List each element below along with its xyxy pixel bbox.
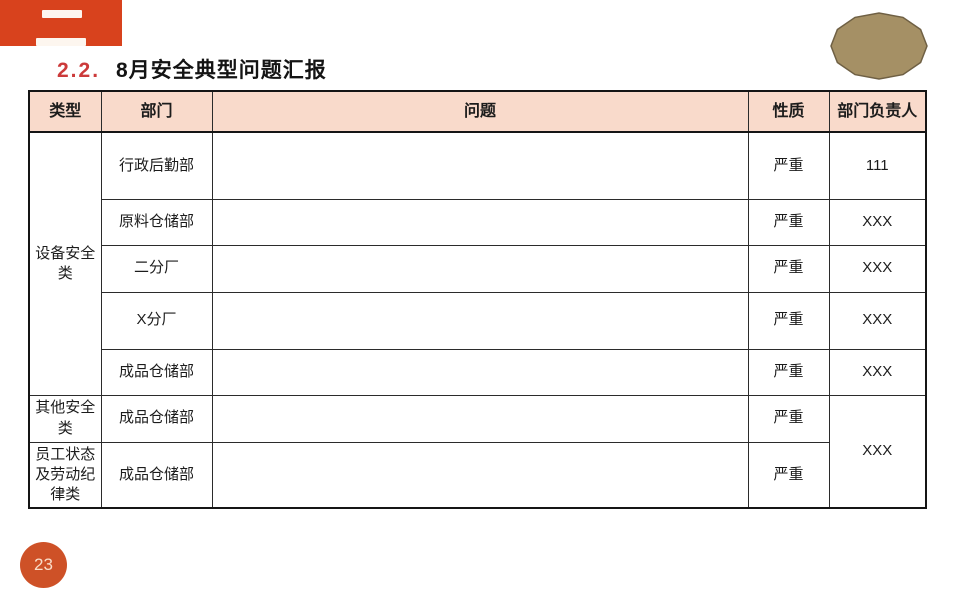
cell-owner: XXX xyxy=(828,291,927,350)
cell-owner-merged: XXX xyxy=(828,394,927,509)
col-header-dept: 部门 xyxy=(100,90,213,133)
cell-issue xyxy=(211,198,749,246)
cell-dept: 成品仓储部 xyxy=(100,348,213,396)
cell-owner: XXX xyxy=(828,198,927,246)
cell-severity: 严重 xyxy=(747,348,830,396)
cell-dept: 成品仓储部 xyxy=(100,394,213,443)
section-number: 2.2. xyxy=(57,59,101,82)
table-header-row: 类型 部门 问题 性质 部门负责人 xyxy=(28,90,927,133)
col-header-severity: 性质 xyxy=(747,90,830,133)
cell-dept: 二分厂 xyxy=(100,244,213,293)
cell-owner: XXX xyxy=(828,244,927,293)
col-header-category: 类型 xyxy=(28,90,102,133)
col-header-owner: 部门负责人 xyxy=(828,90,927,133)
table-row: 设备安全类 行政后勤部 严重 111 xyxy=(28,131,927,396)
safety-report-table: 类型 部门 问题 性质 部门负责人 设备安全类 行政后勤部 严重 111 原料仓… xyxy=(28,90,927,510)
cell-dept: 成品仓储部 xyxy=(100,441,213,509)
cell-severity: 严重 xyxy=(747,394,830,443)
cell-severity: 严重 xyxy=(747,244,830,293)
table-row: 原料仓储部 严重 XXX xyxy=(29,198,927,246)
cell-severity: 严重 xyxy=(747,198,830,246)
cell-issue xyxy=(211,131,749,200)
cell-category: 员工状态及劳动纪律类 xyxy=(28,441,102,509)
logo-bar-icon xyxy=(42,10,82,18)
cell-category: 设备安全类 xyxy=(28,131,102,396)
logo-bar-icon xyxy=(36,38,86,46)
cell-dept: 行政后勤部 xyxy=(100,131,213,200)
page-number-badge: 23 xyxy=(20,542,67,588)
title-row: 2.2. 8月安全典型问题汇报 xyxy=(57,54,327,84)
table-row: 其他安全类 成品仓储部 严重 XXX xyxy=(28,394,927,509)
page-title: 8月安全典型问题汇报 xyxy=(116,59,327,82)
cell-severity: 严重 xyxy=(747,291,830,350)
cell-issue xyxy=(211,291,749,350)
table-row: 成品仓储部 严重 XXX xyxy=(29,348,927,396)
decagon-shape-icon xyxy=(830,12,928,80)
table-row: X分厂 严重 XXX xyxy=(29,291,927,350)
cell-severity: 严重 xyxy=(747,131,830,200)
cell-owner: 111 xyxy=(828,131,927,200)
logo-mark-icon xyxy=(0,0,122,46)
cell-owner: XXX xyxy=(828,348,927,396)
cell-issue xyxy=(211,244,749,293)
cell-issue xyxy=(211,394,749,443)
page-number: 23 xyxy=(34,555,53,574)
cell-severity: 严重 xyxy=(747,441,830,509)
table-row: 二分厂 严重 XXX xyxy=(29,244,927,293)
cell-category: 其他安全类 xyxy=(28,394,102,443)
table-row: 员工状态及劳动纪律类 成品仓储部 严重 xyxy=(28,441,926,509)
cell-dept: X分厂 xyxy=(100,291,213,350)
col-header-issue: 问题 xyxy=(211,90,749,133)
cell-issue xyxy=(211,441,749,509)
cell-dept: 原料仓储部 xyxy=(100,198,213,246)
cell-issue xyxy=(211,348,749,396)
